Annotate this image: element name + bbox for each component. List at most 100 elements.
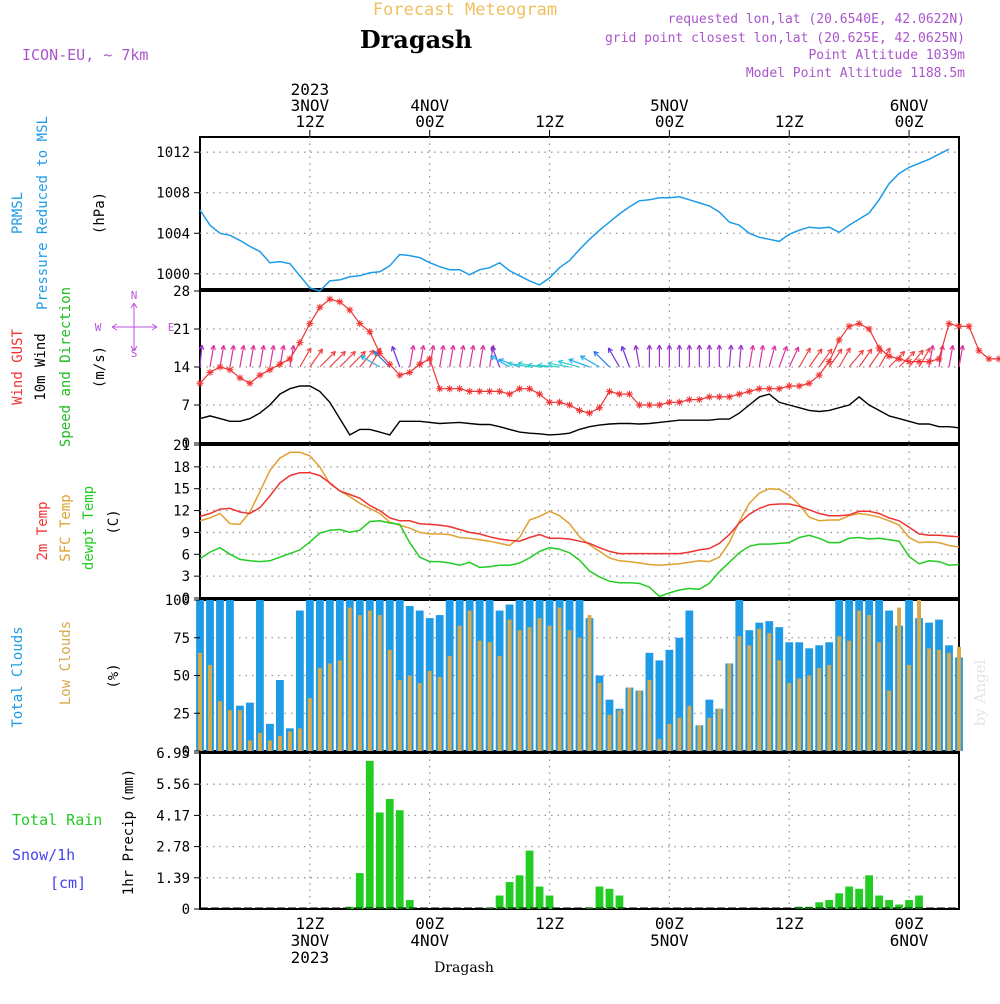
wind-direction-head [244,345,245,350]
y-tick-label: 1.39 [156,871,190,887]
wind-gust-marker [846,323,853,330]
rain-bar [865,875,873,909]
rain-bar [526,851,534,909]
wind-gust-marker [197,380,204,387]
wind-gust-marker [676,399,683,406]
wind-direction-arrow [608,348,619,367]
wind-gust-marker [416,361,423,368]
clouds-unit: (%) [106,663,122,688]
wind-direction-arrow [621,346,629,367]
rain-bar [616,896,624,909]
wind-direction-arrow [230,345,235,367]
wind-gust-marker [746,388,753,395]
wind-gust-marker [316,304,323,311]
low-cloud-bar [198,653,202,751]
wind-direction-head [621,346,622,351]
wind-gust-marker [406,369,413,376]
wind-direction-arrow [250,345,255,367]
low-cloud-bar [717,709,721,751]
wind-direction-head [414,345,415,350]
wind-gust-marker [706,393,713,400]
precip-unit: 1hr Precip (mm) [121,769,137,895]
rain-bar [496,896,504,909]
wind-gust-marker [956,323,963,330]
low-cloud-bar [747,645,751,751]
wind-gust-marker [716,393,723,400]
y-tick-label: 1000 [156,267,190,283]
y-tick-label: 18 [173,460,190,476]
wind-label-10m: 10m Wind [33,333,49,400]
wind-direction-head [953,345,954,350]
low-cloud-bar [558,608,562,751]
wind-label-gust: Wind GUST [10,329,26,405]
wind-direction-arrow [687,345,692,367]
low-cloud-bar [498,656,502,751]
wind-gust-marker [276,361,283,368]
wind-gust-marker [985,355,992,362]
low-cloud-bar [787,683,791,751]
low-cloud-bar [608,715,612,751]
wind-gust-marker [736,391,743,398]
low-cloud-bar [358,615,362,751]
low-cloud-bar [897,608,901,751]
y-tick-label: 2.78 [156,840,190,856]
sfc-temp-line [200,452,959,565]
low-cloud-bar [408,676,412,752]
pressure-label-prmsl: PRMSL [10,192,26,234]
wind-direction-head [499,359,504,360]
wind-gust-marker [346,307,353,314]
y-tick-label: 14 [173,360,190,376]
wind-direction-head [264,345,265,350]
rain-bar [366,761,374,909]
y-tick-label: 1008 [156,186,190,202]
wind-gust-marker [386,361,393,368]
wind-gust-marker [556,399,563,406]
wind-direction-head [444,345,445,350]
low-cloud-bar [438,677,442,751]
wind-direction-shaft [809,349,822,367]
low-cloud-bar [548,626,552,751]
rain-bar [386,799,394,909]
low-cloud-bar [568,630,572,751]
wind-direction-head [463,345,464,350]
low-cloud-bar [777,660,781,751]
wind-direction-arrow [340,351,356,367]
low-cloud-bar [877,642,881,751]
y-tick-label: 12 [173,504,190,520]
wind-direction-arrow [657,345,662,367]
wind-gust-marker [726,393,733,400]
time-label-bottom: 12Z [775,914,804,933]
low-cloud-bar [847,641,851,751]
wind-gust-marker [376,350,383,357]
low-cloud-bar [218,701,222,751]
y-tick-label: 6 [182,547,190,563]
footer-station: Dragash [434,960,494,976]
precip-label-cm: [cm] [50,874,86,892]
y-tick-label: 75 [173,631,190,647]
rain-bar [546,896,554,909]
total-cloud-bar [256,600,264,751]
low-cloud-bar [428,671,432,751]
y-tick-label: 0 [182,902,190,918]
low-cloud-bar [677,718,681,751]
wind-direction-head [787,346,788,351]
wind-direction-head [558,360,563,361]
wind-direction-arrow [440,345,445,367]
wind-unit: (m/s) [92,346,108,388]
low-cloud-bar [627,688,631,751]
wind-direction-arrow [749,345,754,367]
wind-gust-marker [666,399,673,406]
wind-direction-shaft [340,351,356,367]
wind-direction-head [518,362,523,363]
low-cloud-bar [508,620,512,751]
wind-direction-arrow [949,345,954,367]
wind-direction-head [753,345,754,350]
rain-bar [855,889,863,909]
y-tick-label: 6.95 [156,746,190,762]
low-cloud-bar [767,633,771,751]
time-label-top: 12Z [295,112,324,131]
wind-direction-shaft [608,348,619,367]
wind-direction-arrow [647,345,652,367]
temp-label-sfc: SFC Temp [58,494,74,561]
